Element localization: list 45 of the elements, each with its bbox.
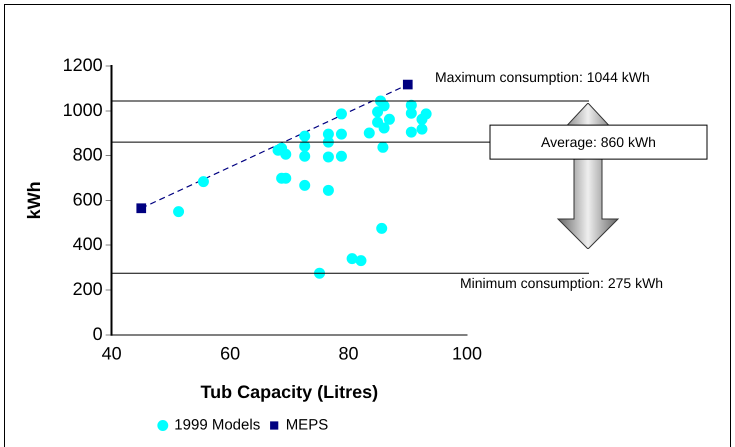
point <box>376 222 388 234</box>
y-tick-label: 1200 <box>62 54 103 75</box>
point <box>299 130 310 142</box>
point <box>372 106 384 118</box>
point <box>299 140 310 152</box>
point <box>355 255 366 266</box>
point <box>378 100 390 112</box>
legend-label: 1999 Models <box>174 416 260 434</box>
y-tick-label: 800 <box>72 144 103 165</box>
point <box>322 184 334 196</box>
y-tick-label: 600 <box>72 189 103 210</box>
x-tick-label: 80 <box>338 344 359 364</box>
x-tick-label: 40 <box>102 344 122 364</box>
ref-line-label: Maximum consumption: 1044 kWh <box>435 68 650 85</box>
point <box>406 108 417 119</box>
point <box>416 124 428 135</box>
legend-label: MEPS <box>286 416 328 434</box>
point <box>173 206 184 218</box>
point <box>378 122 390 134</box>
point <box>402 80 413 90</box>
point <box>420 108 432 120</box>
point <box>299 150 310 162</box>
point <box>280 148 292 160</box>
y-tick-label: 0 <box>92 324 103 344</box>
point <box>198 176 209 188</box>
point <box>336 108 347 120</box>
point <box>377 142 388 153</box>
x-axis-title: Tub Capacity (Litres) <box>200 382 378 402</box>
point <box>322 151 334 162</box>
point <box>346 253 358 264</box>
ref-line-label: Average: 860 kWh <box>541 134 656 150</box>
point <box>336 128 347 140</box>
x-tick-label: 60 <box>220 344 240 364</box>
point <box>299 180 310 191</box>
point <box>336 150 347 162</box>
point <box>384 114 395 125</box>
y-tick-label: 200 <box>72 278 103 299</box>
y-axis-title: kWh <box>24 181 44 220</box>
y-tick-label: 1000 <box>62 100 103 120</box>
x-tick-label: 100 <box>452 344 482 364</box>
point <box>136 203 146 214</box>
point <box>406 126 417 138</box>
ref-line-label: Minimum consumption: 275 kWh <box>460 275 664 292</box>
y-tick-label: 400 <box>72 234 103 254</box>
point <box>364 127 375 138</box>
